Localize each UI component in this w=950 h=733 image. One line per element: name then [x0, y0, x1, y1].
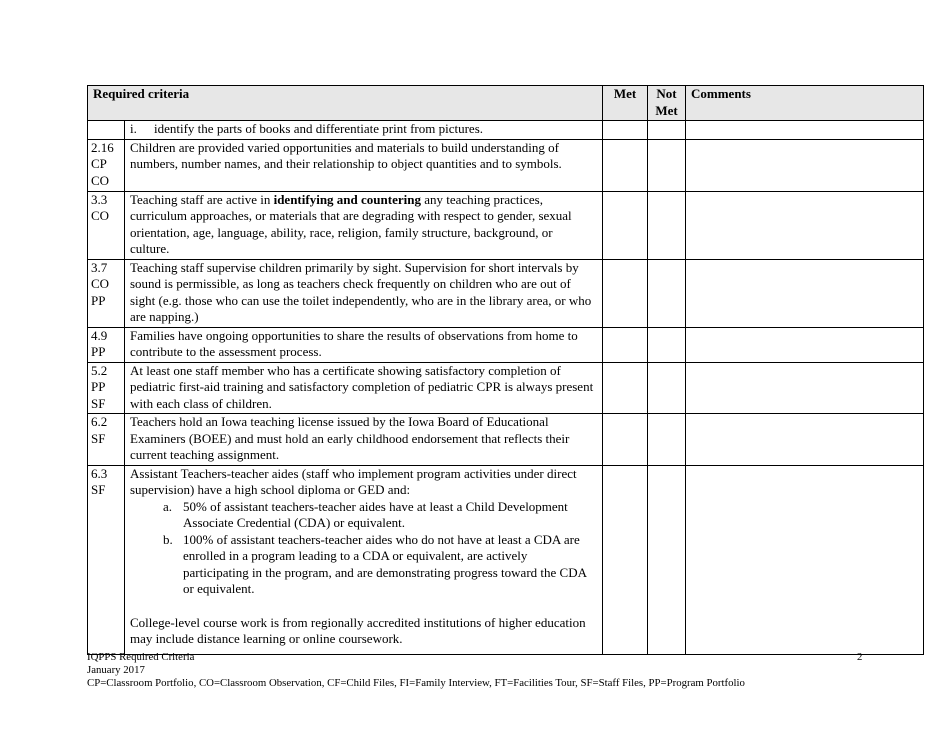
required-criteria-table: Required criteria Met Not Met Comments i…	[87, 85, 924, 655]
not-met-cell	[647, 326, 686, 363]
list-item-text: 100% of assistant teachers-teacher aides…	[183, 531, 587, 597]
criteria-list-item: a. 50% of assistant teachers-teacher aide…	[163, 499, 594, 532]
header-met: Met	[602, 85, 648, 121]
table-row: 6.3 SF Assistant Teachers-teacher aides (s…	[87, 464, 924, 655]
page-footer: IQPPS Required Criteria January 2017 CP=…	[87, 651, 745, 691]
not-met-cell	[647, 361, 686, 414]
met-cell	[602, 326, 648, 363]
table-row: i. identify the parts of books and differ…	[87, 120, 924, 140]
not-met-cell	[647, 190, 686, 260]
not-met-cell	[647, 413, 686, 466]
list-item-text: identify the parts of books and differen…	[154, 121, 483, 136]
list-item-text: 50% of assistant teachers-teacher aides …	[183, 498, 568, 531]
footer-date: January 2017	[87, 664, 145, 677]
met-cell	[602, 190, 648, 260]
list-marker: b.	[163, 531, 173, 547]
row-code: 5.2 PP SF	[87, 361, 125, 414]
comments-cell	[685, 120, 924, 140]
row-criteria-text: Teachers hold an Iowa teaching license i…	[124, 413, 603, 466]
row-criteria-text: At least one staff member who has a cert…	[124, 361, 603, 414]
met-cell	[602, 120, 648, 140]
plain-text: any teaching practices, curriculum appro…	[130, 191, 572, 256]
row-code: 4.9 PP	[87, 326, 125, 363]
comments-cell	[685, 138, 924, 192]
footer-legend: CP=Classroom Portfolio, CO=Classroom Obs…	[87, 677, 745, 690]
table-header-row: Required criteria Met Not Met Comments	[87, 85, 924, 121]
header-not-met: Not Met	[647, 85, 686, 121]
comments-cell	[685, 361, 924, 414]
header-required-criteria: Required criteria	[87, 85, 603, 121]
row-criteria-text: Teaching staff are active in identifying…	[124, 190, 603, 260]
row-criteria-text: Teaching staff supervise children primar…	[124, 258, 603, 328]
comments-cell	[685, 190, 924, 260]
not-met-cell	[647, 120, 686, 140]
plain-text: Teaching staff are active in	[130, 191, 274, 207]
header-comments: Comments	[685, 85, 924, 121]
row-code: 3.3 CO	[87, 190, 125, 260]
not-met-cell	[647, 464, 686, 655]
row-criteria-text: Families have ongoing opportunities to s…	[124, 326, 603, 363]
list-marker: i.	[130, 121, 137, 136]
not-met-cell	[647, 258, 686, 328]
table-row: 4.9 PP Families have ongoing opportunities…	[87, 326, 924, 363]
criteria-intro: Assistant Teachers-teacher aides (staff …	[130, 465, 577, 497]
comments-cell	[685, 258, 924, 328]
comments-cell	[685, 326, 924, 363]
met-cell	[602, 258, 648, 328]
table-row: 6.2 SF Teachers hold an Iowa teaching lice…	[87, 413, 924, 466]
criteria-outro: College-level course work is from region…	[130, 614, 586, 647]
met-cell	[602, 464, 648, 655]
row-code: 2.16 CP CO	[87, 138, 125, 192]
met-cell	[602, 138, 648, 192]
met-cell	[602, 413, 648, 466]
row-code: 6.2 SF	[87, 413, 125, 466]
met-cell	[602, 361, 648, 414]
comments-cell	[685, 464, 924, 655]
table-row: 5.2 PP SF At least one staff member who has…	[87, 361, 924, 414]
row-code: 3.7 CO PP	[87, 258, 125, 328]
row-criteria-text: Assistant Teachers-teacher aides (staff …	[124, 464, 603, 655]
table-row: 2.16 CP CO Children are provided varied opp…	[87, 138, 924, 192]
row-criteria-text: Children are provided varied opportuniti…	[124, 138, 603, 192]
table-row: 3.7 CO PP Teaching staff supervise children…	[87, 258, 924, 328]
bold-text: identifying and countering	[273, 191, 421, 207]
row-criteria-text: i. identify the parts of books and differ…	[124, 120, 603, 140]
criteria-list-item: b. 100% of assistant teachers-teacher aid…	[163, 532, 594, 598]
not-met-cell	[647, 138, 686, 192]
row-code: 6.3 SF	[87, 464, 125, 655]
list-marker: a.	[163, 498, 173, 514]
footer-doc-title: IQPPS Required Criteria	[87, 651, 195, 663]
criteria-list-item: i. identify the parts of books and differ…	[130, 121, 594, 137]
page-number: 2	[857, 651, 863, 663]
row-code	[87, 120, 125, 140]
table-row: 3.3 CO Teaching staff are active in identi…	[87, 190, 924, 260]
comments-cell	[685, 413, 924, 466]
